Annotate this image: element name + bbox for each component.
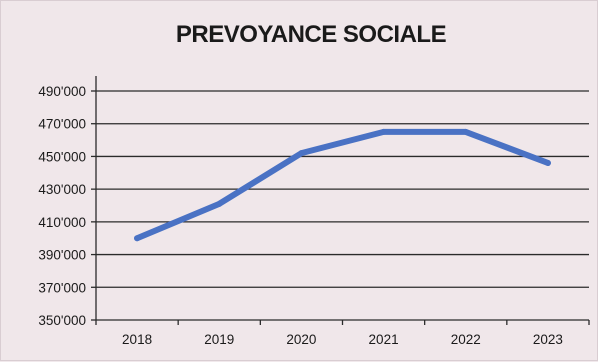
data-point [380,128,387,135]
x-tick-label: 2021 [369,332,399,347]
chart-title: PREVOYANCE SOCIALE [175,21,447,48]
y-tick-label: 430'000 [38,182,86,197]
y-tick-label: 470'000 [38,117,86,132]
x-tick-label: 2023 [533,332,563,347]
y-tick-label: 410'000 [38,215,86,230]
data-point [216,200,223,207]
x-tick-label: 2020 [286,332,316,347]
y-tick-label: 390'000 [38,248,86,263]
data-point [134,235,141,242]
data-point [298,150,305,157]
y-tick-label: 370'000 [38,280,86,295]
x-tick-label: 2022 [451,332,481,347]
data-point [462,128,469,135]
y-tick-label: 350'000 [38,313,86,328]
y-tick-label: 490'000 [38,84,86,99]
x-tick-label: 2018 [122,332,152,347]
x-tick-label: 2019 [204,332,234,347]
data-point [544,159,551,166]
y-tick-label: 450'000 [38,149,86,164]
series-line [134,128,551,242]
